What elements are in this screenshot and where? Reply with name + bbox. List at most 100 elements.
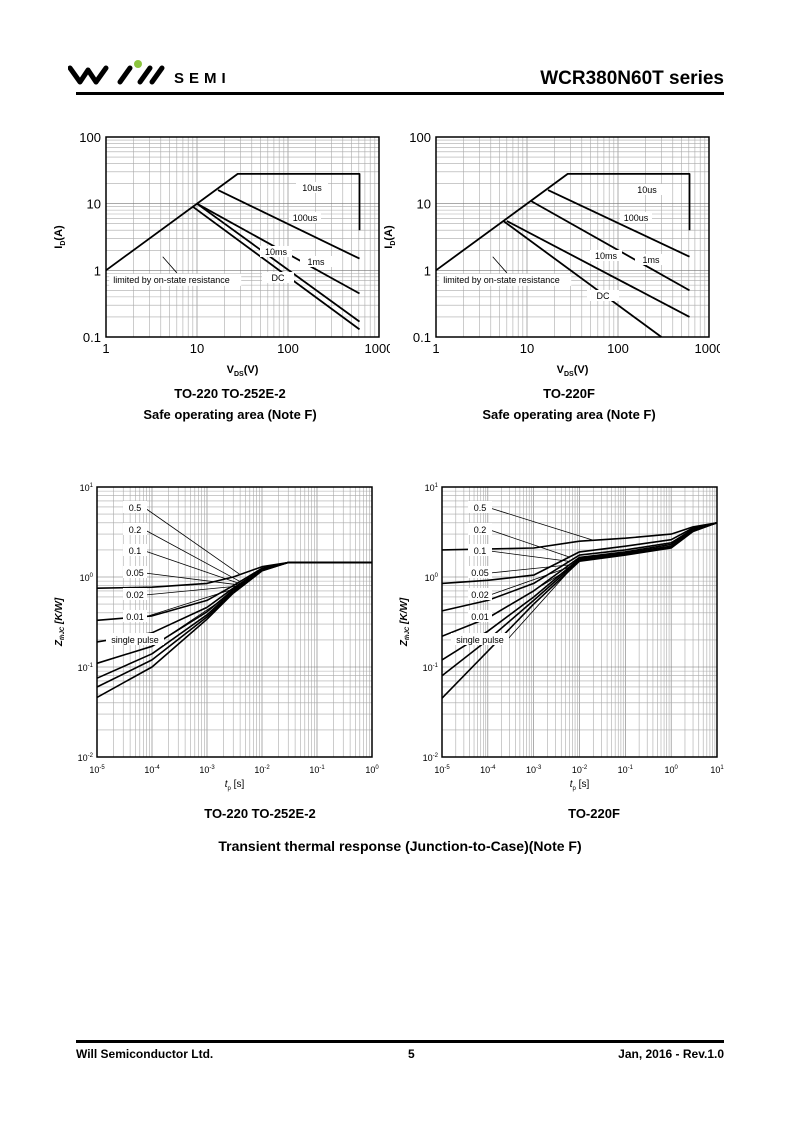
y-axis-label-main: I	[383, 246, 395, 249]
transient-right-package: TO-220F	[568, 806, 620, 821]
curve-label: 0.1	[129, 546, 142, 556]
series-line-10ms	[506, 220, 690, 318]
series-line-0.5	[441, 522, 718, 551]
curve-label-bg	[106, 633, 164, 645]
y-axis-label-sub: thJC	[60, 626, 66, 640]
annotation-arrow	[492, 256, 508, 274]
annotation-arrow	[162, 256, 178, 274]
series-label-bg	[635, 254, 667, 265]
series-line-DC	[192, 205, 361, 331]
x-tick-exponent: -3	[536, 765, 542, 771]
y-axis-label-sub: thJC	[405, 626, 411, 640]
curve-label: 0.01	[126, 612, 144, 622]
y-tick-base: 10	[80, 573, 90, 583]
series-label-bg	[590, 250, 622, 261]
y-axis-label-unit: [K/W]	[399, 597, 410, 627]
curve-label-bg	[468, 610, 492, 622]
plot-frame	[105, 136, 380, 338]
y-axis-label: ID(A)	[53, 225, 67, 249]
x-tick-base: 10	[309, 765, 319, 775]
x-tick-label: 1000	[695, 341, 720, 356]
series-label: 1ms	[307, 257, 325, 267]
x-tick-exponent: -5	[99, 765, 105, 771]
x-tick-label: 10-1	[618, 765, 634, 775]
x-tick-label: 10-1	[309, 765, 325, 775]
x-tick-label: 1000	[365, 341, 390, 356]
curve-leader-line	[489, 507, 594, 541]
y-tick-exponent: -2	[88, 753, 94, 759]
y-axis-label-main: Z	[54, 639, 65, 647]
x-tick-base: 10	[199, 765, 209, 775]
curve-label-bg	[123, 523, 147, 535]
x-tick-label: 100	[607, 341, 629, 356]
series-label-bg	[289, 212, 321, 223]
y-axis-label-unit: [K/W]	[54, 597, 65, 627]
curve-leader-line	[144, 550, 241, 585]
curve-label: single pulse	[456, 635, 504, 645]
soa-chart-right: 1 10 100 10000.1110100VDS(V)ID(A)10us100us1…	[383, 130, 720, 378]
x-tick-base: 10	[710, 765, 720, 775]
series-label: 100us	[624, 213, 649, 223]
y-axis-label-main: I	[53, 246, 65, 249]
series-line-10ms	[196, 202, 361, 323]
curve-label-bg	[123, 544, 147, 556]
brand-logo	[67, 58, 168, 88]
curve-leader-line	[489, 566, 570, 596]
curve-leader-line	[144, 585, 241, 596]
series-label: 100us	[293, 213, 318, 223]
soa-left-title: Safe operating area (Note F)	[143, 407, 317, 422]
x-tick-label: 1	[432, 341, 439, 356]
x-axis-label-sub: p	[228, 786, 232, 792]
footer-divider	[76, 1040, 724, 1043]
x-tick-label: 1	[102, 341, 109, 356]
soa-right-title: Safe operating area (Note F)	[482, 407, 656, 422]
x-axis-label-main: V	[227, 364, 235, 376]
y-tick-exponent: 1	[90, 483, 94, 489]
logo-mark-icon	[67, 60, 165, 85]
y-tick-base: 10	[425, 483, 435, 493]
annotation-bg	[109, 273, 242, 286]
series-line-100us	[547, 189, 690, 258]
x-tick-base: 10	[434, 765, 444, 775]
curve-leader-line	[144, 507, 241, 575]
curve-leader-line	[489, 564, 570, 574]
curve-label: single pulse	[111, 635, 159, 645]
y-tick-exponent: 1	[435, 483, 439, 489]
x-axis-label-unit: (V)	[574, 364, 589, 376]
x-tick-base: 10	[526, 765, 536, 775]
x-tick-exponent: 0	[675, 765, 679, 771]
curve-label-bg	[468, 588, 492, 600]
series-label: 10ms	[595, 251, 618, 261]
y-tick-label: 100	[79, 130, 101, 145]
y-tick-base: 10	[78, 753, 88, 763]
y-axis-label: ZthJC [K/W]	[54, 597, 66, 647]
annotation-text: limited by on-state resistance	[443, 275, 560, 285]
curve-label-bg	[123, 610, 147, 622]
y-tick-label: 1	[94, 263, 101, 278]
brand-name: SEMI	[174, 70, 231, 87]
x-tick-exponent: -5	[444, 765, 450, 771]
series-label: 10us	[302, 183, 322, 193]
x-tick-base: 10	[144, 765, 154, 775]
curve-leader-line	[161, 587, 241, 641]
series-label-bg	[262, 272, 294, 283]
soa-left-package: TO-220 TO-252E-2	[174, 386, 286, 401]
y-axis-label: ID(A)	[383, 225, 397, 249]
x-tick-exponent: -3	[209, 765, 215, 771]
x-tick-exponent: -1	[628, 765, 634, 771]
series-label: 10us	[637, 185, 657, 195]
y-tick-label: 10-1	[423, 663, 439, 673]
transient-title: Transient thermal response (Junction-to-…	[218, 838, 582, 854]
x-tick-base: 10	[480, 765, 490, 775]
x-tick-base: 10	[365, 765, 375, 775]
curve-label: 0.5	[474, 503, 487, 513]
x-tick-exponent: -1	[319, 765, 325, 771]
y-axis-label-sub: D	[60, 241, 67, 246]
y-axis-label-unit: (A)	[383, 225, 395, 241]
curve-label-bg	[123, 566, 147, 578]
x-axis-label: VDS(V)	[227, 364, 259, 378]
x-tick-label: 100	[664, 765, 678, 775]
x-axis-label: tp [s]	[225, 779, 245, 792]
curve-label: 0.1	[474, 546, 487, 556]
series-label: 10ms	[265, 247, 288, 257]
